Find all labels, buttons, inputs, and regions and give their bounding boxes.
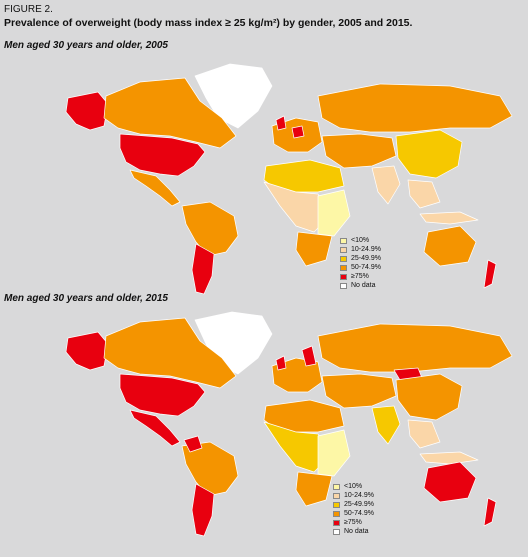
legend-label: No data — [344, 528, 369, 535]
region-se-asia — [407, 179, 441, 209]
figure-label: FIGURE 2. — [4, 4, 53, 15]
legend-swatch — [340, 282, 347, 289]
region-mexico — [129, 409, 181, 447]
region-usa — [119, 133, 206, 177]
region-mexico — [129, 169, 181, 207]
region-indonesia — [419, 451, 479, 465]
legend-item: No data — [340, 281, 381, 290]
legend-swatch — [333, 483, 340, 490]
legend-item: 10-24.9% — [333, 491, 374, 500]
region-south-america-north — [181, 441, 239, 497]
legend-item: 50-74.9% — [340, 263, 381, 272]
region-north-africa — [263, 399, 345, 433]
region-uk — [275, 355, 287, 371]
region-southern-africa — [295, 471, 333, 507]
region-east-africa — [317, 189, 351, 237]
figure-title: Prevalence of overweight (body mass inde… — [4, 17, 413, 29]
legend-item: 25-49.9% — [333, 500, 374, 509]
legend-swatch — [333, 492, 340, 499]
region-russia — [317, 83, 513, 133]
map-2015 — [0, 308, 528, 548]
legend-label: 50-74.9% — [344, 510, 374, 517]
legend-item: <10% — [333, 482, 374, 491]
region-indonesia — [419, 211, 479, 225]
region-central-asia — [321, 133, 397, 169]
region-usa — [119, 373, 206, 417]
region-uk — [275, 115, 287, 131]
region-central-asia — [321, 373, 397, 409]
legend-label: 50-74.9% — [351, 264, 381, 271]
legend-label: 10-24.9% — [344, 492, 374, 499]
region-alaska — [65, 91, 109, 131]
region-southern-africa — [295, 231, 333, 267]
legend-swatch — [340, 264, 347, 271]
legend-item: 50-74.9% — [333, 509, 374, 518]
region-alaska — [65, 331, 109, 371]
region-canada — [103, 77, 237, 149]
legend-label: No data — [351, 282, 376, 289]
legend-item: ≥75% — [333, 518, 374, 527]
map-1-subtitle: Men aged 30 years and older, 2005 — [4, 40, 168, 51]
legend-item: <10% — [340, 236, 381, 245]
region-greenland — [194, 63, 273, 129]
region-argentina — [191, 483, 215, 537]
legend-item: 10-24.9% — [340, 245, 381, 254]
region-china — [395, 373, 463, 421]
region-north-africa — [263, 159, 345, 193]
legend-label: ≥75% — [351, 273, 369, 280]
region-canada — [103, 317, 237, 389]
legend-label: 10-24.9% — [351, 246, 381, 253]
region-argentina — [191, 243, 215, 295]
legend-item: ≥75% — [340, 272, 381, 281]
legend-swatch — [333, 519, 340, 526]
legend-swatch — [340, 255, 347, 262]
legend-swatch — [333, 510, 340, 517]
world-map-2015 — [65, 311, 513, 537]
region-east-africa — [317, 429, 351, 477]
legend-swatch — [340, 273, 347, 280]
region-new-zealand — [483, 259, 497, 289]
region-venezuela — [183, 435, 203, 453]
legend-swatch — [340, 246, 347, 253]
region-australia — [423, 225, 477, 267]
legend-item: No data — [333, 527, 374, 536]
legend-swatch — [333, 501, 340, 508]
region-new-zealand — [483, 497, 497, 527]
map-2-subtitle: Men aged 30 years and older, 2015 — [4, 293, 168, 304]
world-map-2005 — [65, 63, 513, 295]
region-finland — [301, 345, 317, 367]
legend-2005: <10% 10-24.9% 25-49.9% 50-74.9% ≥75% No … — [340, 236, 381, 290]
region-south-america-north — [181, 201, 239, 257]
legend-label: <10% — [344, 483, 363, 490]
legend-label: <10% — [351, 237, 370, 244]
region-russia — [317, 323, 513, 373]
legend-label: 25-49.9% — [344, 501, 374, 508]
legend-2015: <10% 10-24.9% 25-49.9% 50-74.9% ≥75% No … — [333, 482, 374, 536]
region-se-asia — [407, 419, 441, 449]
legend-swatch — [333, 528, 340, 535]
legend-item: 25-49.9% — [340, 254, 381, 263]
legend-label: 25-49.9% — [351, 255, 381, 262]
legend-swatch — [340, 237, 347, 244]
region-australia — [423, 461, 477, 503]
legend-label: ≥75% — [344, 519, 362, 526]
region-china — [395, 129, 463, 179]
map-2005 — [0, 56, 528, 296]
region-germany — [291, 125, 305, 139]
region-india — [371, 165, 401, 205]
region-india — [371, 405, 401, 445]
